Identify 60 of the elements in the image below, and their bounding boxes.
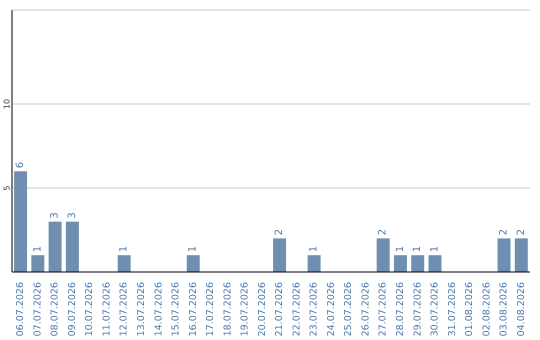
data-label: 6 <box>15 162 26 168</box>
x-tick-label: 24.07.2026 <box>326 282 337 336</box>
bar <box>186 255 200 272</box>
bar <box>48 222 62 272</box>
x-tick-label: 21.07.2026 <box>274 282 286 336</box>
x-tick-label: 26.07.2026 <box>360 282 372 336</box>
x-tick-label: 22.07.2026 <box>291 282 302 336</box>
bar <box>411 255 424 272</box>
bar <box>118 255 131 272</box>
data-label: 1 <box>308 246 320 252</box>
data-label: 3 <box>66 212 78 219</box>
x-tick-label: 04.08.2026 <box>516 282 527 336</box>
data-label: 1 <box>32 246 44 252</box>
x-tick-label: 01.08.2026 <box>464 282 476 336</box>
bar <box>428 255 442 272</box>
data-label: 2 <box>378 229 389 236</box>
data-label: 1 <box>429 246 440 252</box>
bar <box>66 222 79 272</box>
x-tick-label: 14.07.2026 <box>153 282 164 336</box>
x-tick-label: 15.07.2026 <box>170 282 182 336</box>
x-tick-label: 10.07.2026 <box>84 282 96 336</box>
x-tick-label: 06.07.2026 <box>15 282 26 336</box>
x-tick-label: 23.07.2026 <box>308 282 320 336</box>
x-tick-label: 03.08.2026 <box>498 282 510 336</box>
y-tick-label: 5 <box>2 185 12 191</box>
x-tick-label: 09.07.2026 <box>66 282 78 336</box>
x-tick-label: 07.07.2026 <box>32 282 44 336</box>
x-tick-label: 08.07.2026 <box>50 282 61 336</box>
x-tick-label: 27.07.2026 <box>378 282 389 336</box>
x-tick-label: 29.07.2026 <box>412 282 424 336</box>
x-tick-label: 31.07.2026 <box>446 282 458 336</box>
data-label: 3 <box>50 212 61 219</box>
data-label: 1 <box>188 246 199 252</box>
bar <box>498 238 511 272</box>
x-tick-label: 20.07.2026 <box>256 282 268 336</box>
data-label: 2 <box>274 229 286 236</box>
bar <box>394 255 407 272</box>
data-label: 2 <box>498 229 510 236</box>
x-tick-label: 30.07.2026 <box>430 282 441 336</box>
data-label: 2 <box>516 229 527 236</box>
data-label: 1 <box>412 246 424 252</box>
bar <box>514 238 528 272</box>
data-label: 1 <box>394 246 406 252</box>
x-tick-label: 17.07.2026 <box>205 282 216 336</box>
x-tick-label: 19.07.2026 <box>240 282 251 336</box>
x-tick-label: 12.07.2026 <box>118 282 130 336</box>
x-tick-label: 28.07.2026 <box>395 282 406 336</box>
bar <box>308 255 321 272</box>
x-tick-label: 25.07.2026 <box>343 282 354 336</box>
x-tick-label: 13.07.2026 <box>136 282 147 336</box>
x-tick-label: 18.07.2026 <box>222 282 234 336</box>
bar <box>376 238 390 272</box>
data-label: 1 <box>118 246 130 252</box>
bar <box>273 238 286 272</box>
bar <box>14 171 28 272</box>
x-tick-label: 16.07.2026 <box>188 282 199 336</box>
y-tick-label: 10 <box>2 98 12 110</box>
x-tick-label: 11.07.2026 <box>101 282 112 336</box>
x-tick-label: 02.08.2026 <box>481 282 492 336</box>
bar <box>31 255 44 272</box>
